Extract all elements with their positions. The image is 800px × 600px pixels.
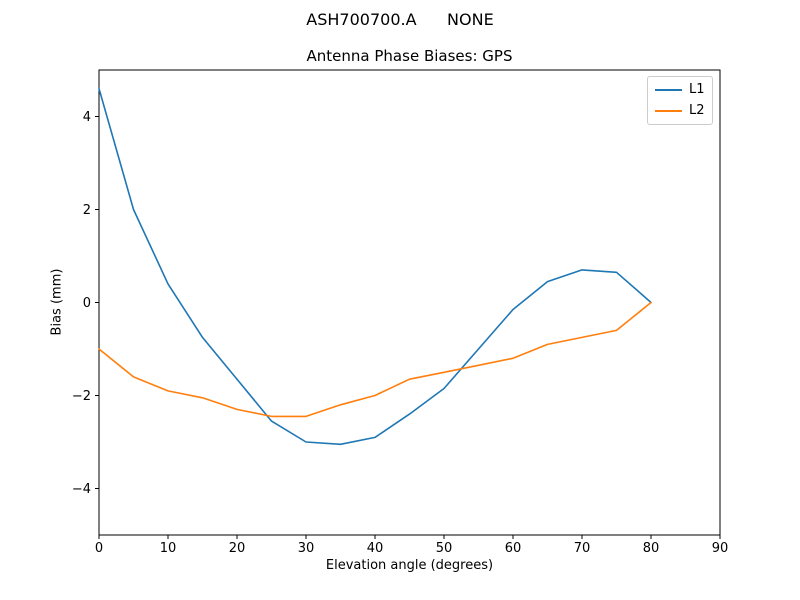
series-line-l2 [98, 301, 652, 418]
l2-line-swatch [655, 110, 682, 112]
x-tick-label: 50 [436, 541, 453, 556]
x-tick-label: 30 [298, 541, 315, 556]
figure-title: ASH700700.A NONE [306, 10, 494, 29]
legend: L1 L2 [647, 76, 713, 125]
y-tick-label: 0 [83, 296, 91, 311]
legend-item-l1: L1 [655, 82, 705, 98]
y-tick-label: −4 [72, 482, 91, 497]
y-tick-label: −2 [72, 389, 91, 404]
y-tick-label: 4 [83, 110, 91, 125]
x-tick-label: 40 [367, 541, 384, 556]
axes-frame [98, 69, 721, 536]
y-axis-label: Bias (mm) [49, 268, 65, 336]
x-tick-label: 10 [160, 541, 177, 556]
legend-label-l1: L1 [689, 82, 705, 97]
x-tick-label: 20 [229, 541, 246, 556]
series-line-l1 [98, 87, 652, 446]
legend-item-l2: L2 [655, 103, 705, 119]
l1-line-swatch [655, 89, 682, 91]
legend-label-l2: L2 [689, 103, 705, 118]
axes-title: Antenna Phase Biases: GPS [306, 47, 513, 65]
x-tick-label: 60 [505, 541, 522, 556]
x-tick-label: 90 [712, 541, 729, 556]
x-tick-label: 80 [643, 541, 660, 556]
y-tick-label: 2 [83, 203, 91, 218]
x-axis-label: Elevation angle (degrees) [325, 558, 494, 573]
x-tick-label: 0 [95, 541, 103, 556]
x-tick-label: 70 [574, 541, 591, 556]
